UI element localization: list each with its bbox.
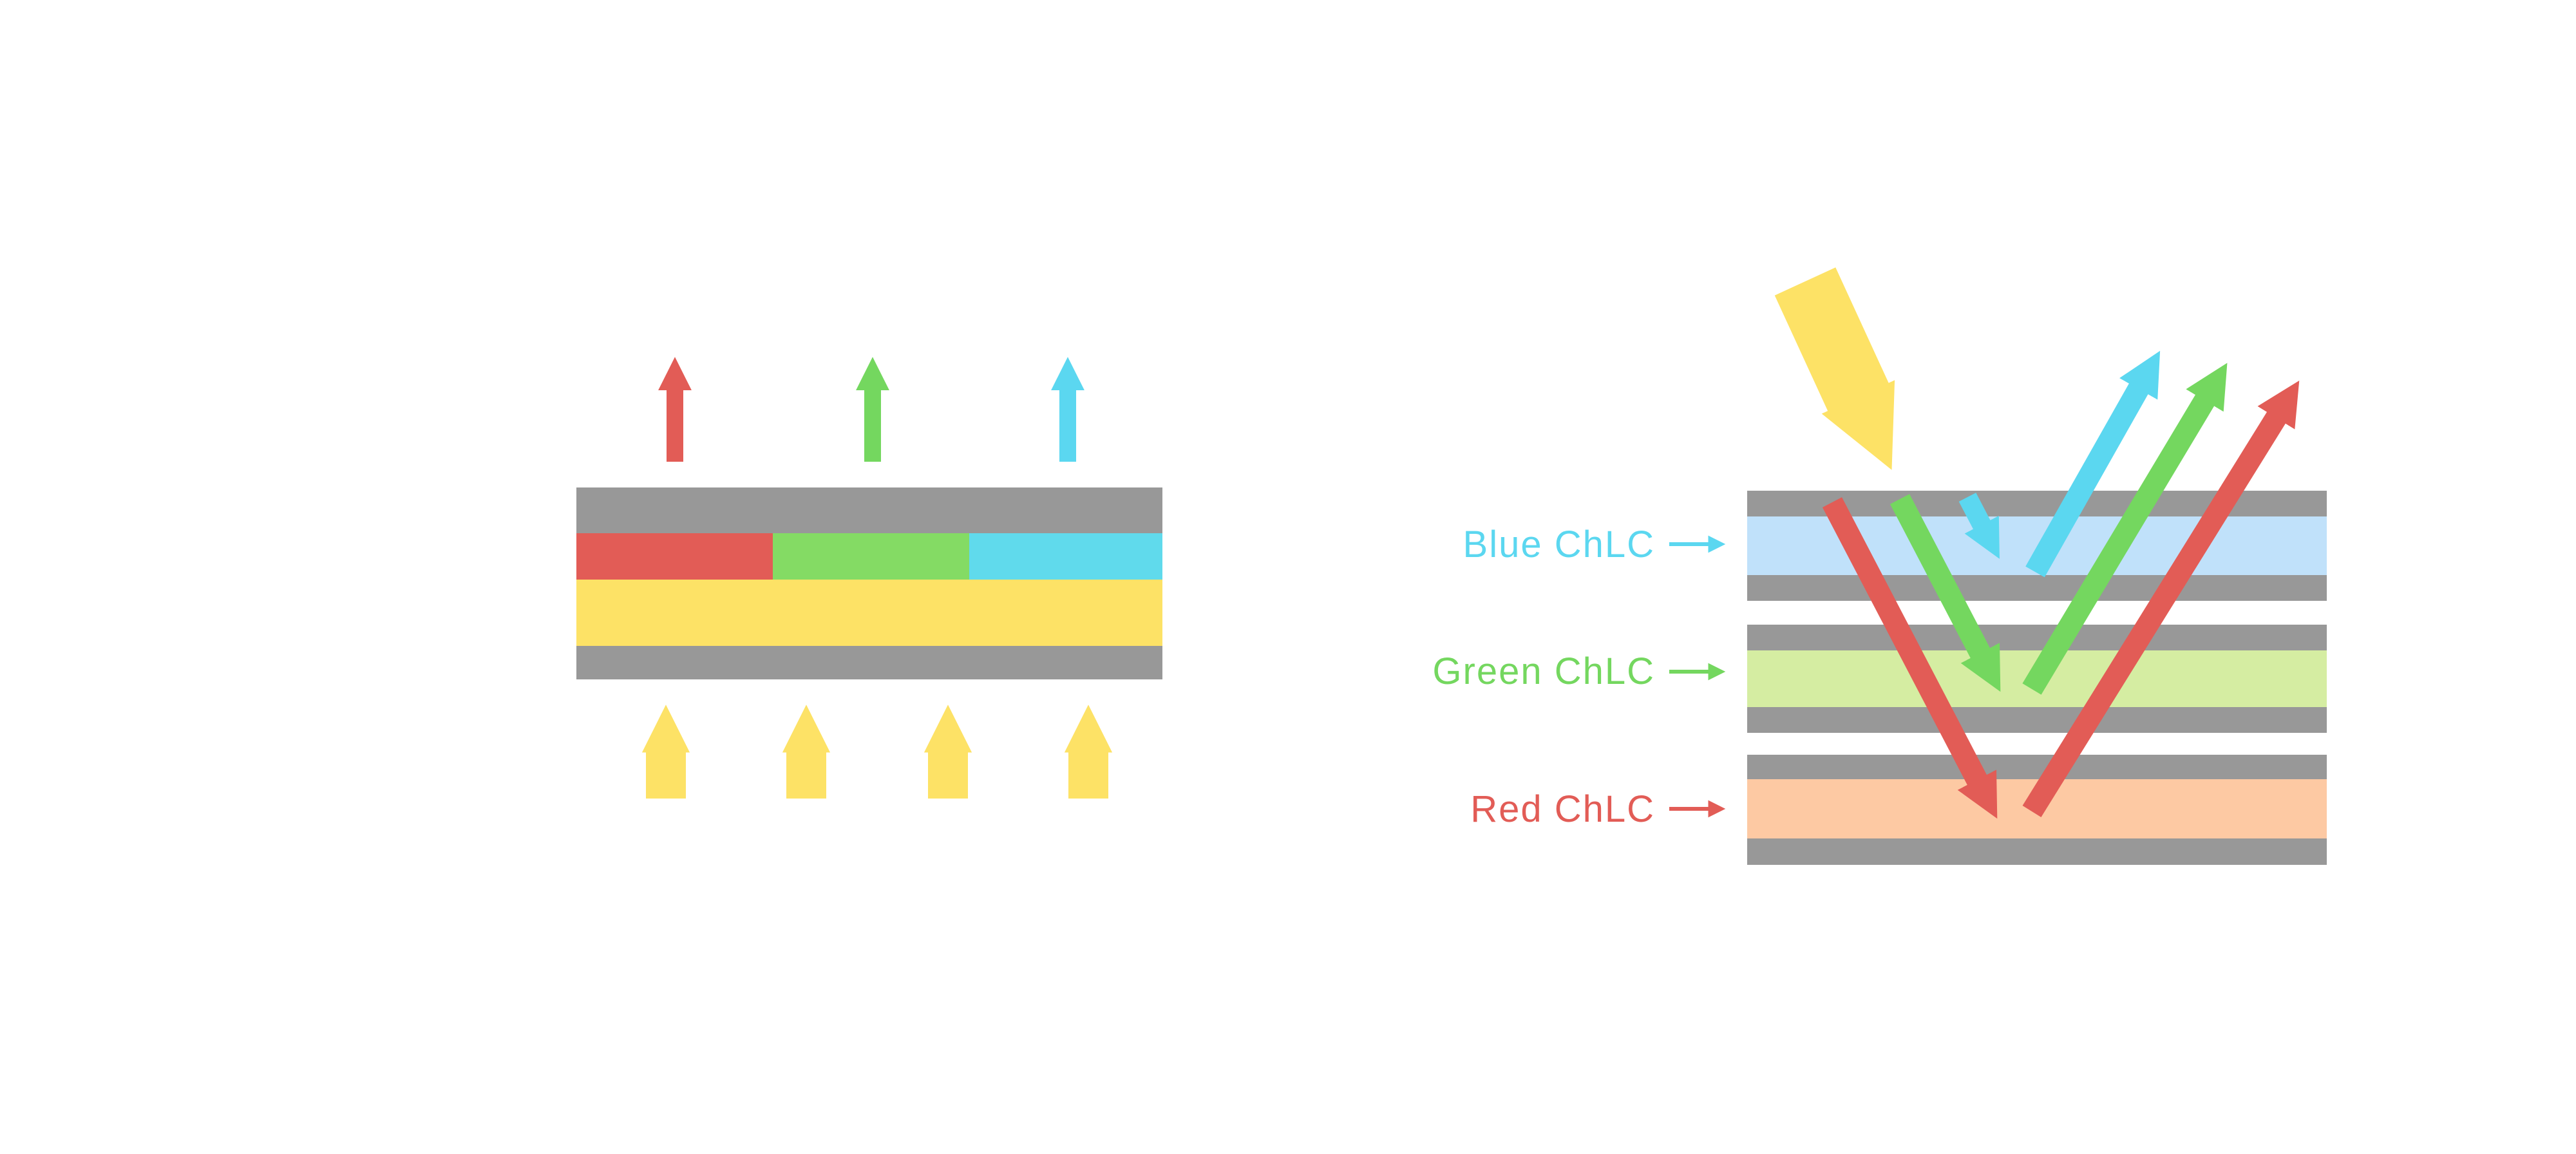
blue-light-reflected-arrow bbox=[2025, 350, 2161, 578]
red-chlc-label: Red ChLC bbox=[1470, 788, 1655, 830]
substrate-bar bbox=[1747, 625, 2327, 650]
substrate-bar bbox=[1747, 755, 2327, 779]
blue-filter-segment bbox=[969, 533, 1162, 580]
blue-light-down-arrow bbox=[1958, 493, 2000, 559]
red-light-reflected-arrow bbox=[2022, 381, 2300, 817]
green-filter-segment bbox=[773, 533, 969, 580]
green-chlc-substack bbox=[1747, 625, 2327, 733]
top-substrate-bar bbox=[576, 487, 1162, 533]
backlight-layer bbox=[576, 580, 1162, 646]
substrate-bar bbox=[1747, 707, 2327, 733]
incident-light-arrow bbox=[1774, 267, 1895, 470]
substrate-bar bbox=[1747, 838, 2327, 865]
bottom-substrate-bar bbox=[576, 646, 1162, 679]
green-light-down-arrow bbox=[1889, 494, 2001, 692]
blue-chlc-label: Blue ChLC bbox=[1463, 523, 1655, 565]
green-light-reflected-arrow bbox=[2022, 363, 2228, 695]
substrate-bar bbox=[1747, 575, 2327, 601]
rgb-filter-row bbox=[576, 533, 1162, 580]
backlit-display-stack bbox=[576, 487, 1162, 679]
green-chlc-label: Green ChLC bbox=[1432, 650, 1655, 692]
red-filter-segment bbox=[576, 533, 773, 580]
red-light-down-arrow bbox=[1822, 497, 1998, 819]
